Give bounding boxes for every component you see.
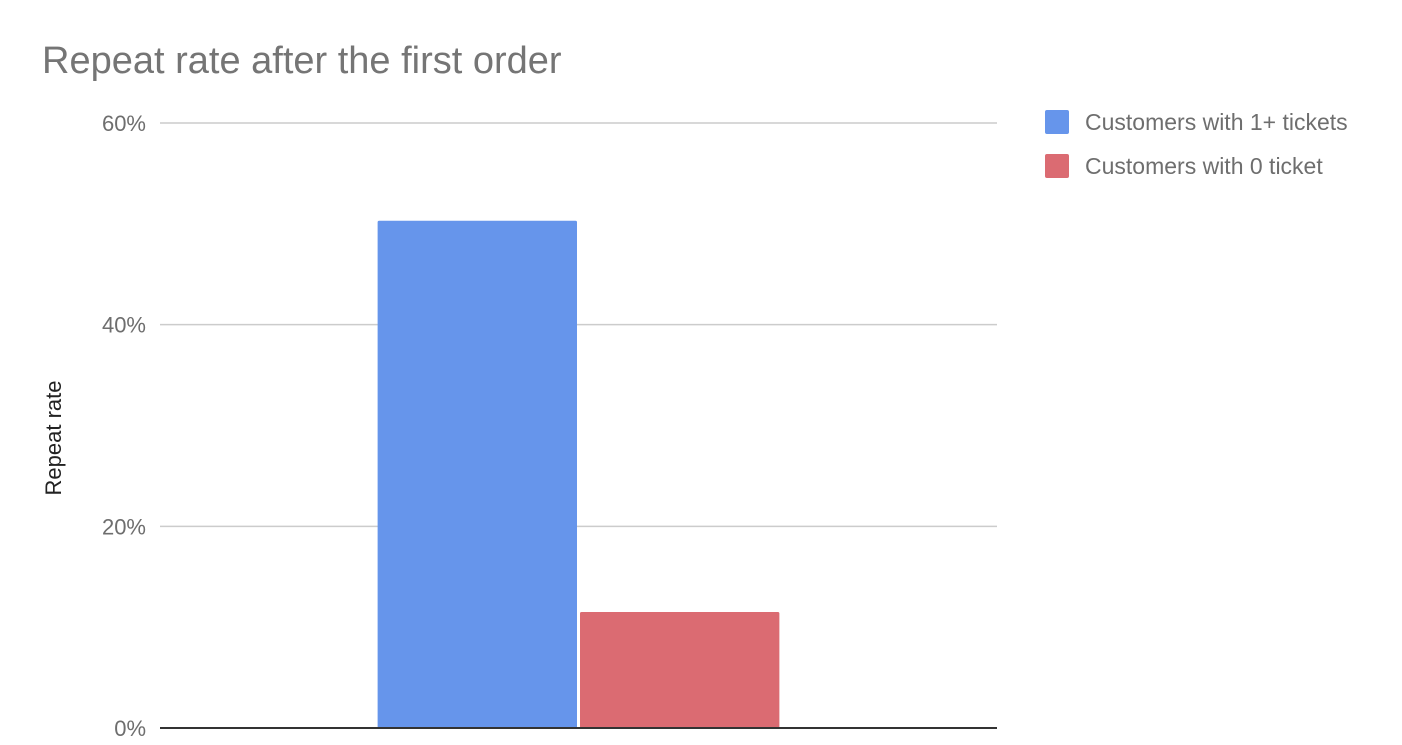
y-tick-label: 60% xyxy=(102,111,146,136)
legend-label: Customers with 0 ticket xyxy=(1085,153,1323,179)
bar-customers-with-0-ticket xyxy=(580,612,780,728)
bars xyxy=(377,220,780,728)
y-tick-label: 0% xyxy=(114,716,146,740)
gridlines xyxy=(160,122,997,528)
y-tick-label: 40% xyxy=(102,313,146,338)
legend-swatch xyxy=(1045,110,1069,134)
chart-title: Repeat rate after the first order xyxy=(42,40,562,82)
legend-label: Customers with 1+ tickets xyxy=(1085,109,1348,135)
y-axis-ticks: 0% 20% 40% 60% xyxy=(102,111,146,741)
legend: Customers with 1+ tickets Customers with … xyxy=(1045,109,1348,179)
bar-customers-with-1-tickets xyxy=(377,220,577,728)
y-tick-label: 20% xyxy=(102,514,146,539)
y-axis-title: Repeat rate xyxy=(41,381,66,496)
legend-swatch xyxy=(1045,154,1069,178)
